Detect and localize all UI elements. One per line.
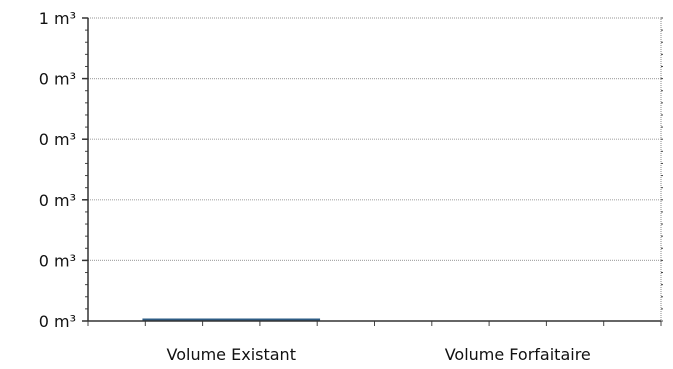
- y-tick-labels: 0 m³ 0 m³ 0 m³ 0 m³ 0 m³ 1 m³: [39, 9, 76, 331]
- bars: [142, 318, 321, 321]
- y-tick-label-0: 0 m³: [39, 312, 76, 331]
- y-tick-label-3: 0 m³: [39, 130, 76, 149]
- plot-frame: [87, 17, 662, 322]
- gridlines: [87, 17, 662, 322]
- bar-0-0: [142, 318, 321, 321]
- y-tick-label-4: 0 m³: [39, 70, 76, 89]
- y-tick-label-1: 0 m³: [39, 251, 76, 270]
- axes: [82, 17, 661, 322]
- x-tick-label-1: Volume Forfaitaire: [445, 345, 591, 364]
- minor-ticks: [85, 17, 663, 326]
- x-tick-label-0: Volume Existant: [167, 345, 296, 364]
- x-tick-labels: Volume Existant Volume Forfaitaire: [167, 345, 591, 364]
- y-tick-label-5: 1 m³: [39, 9, 76, 28]
- y-tick-label-2: 0 m³: [39, 191, 76, 210]
